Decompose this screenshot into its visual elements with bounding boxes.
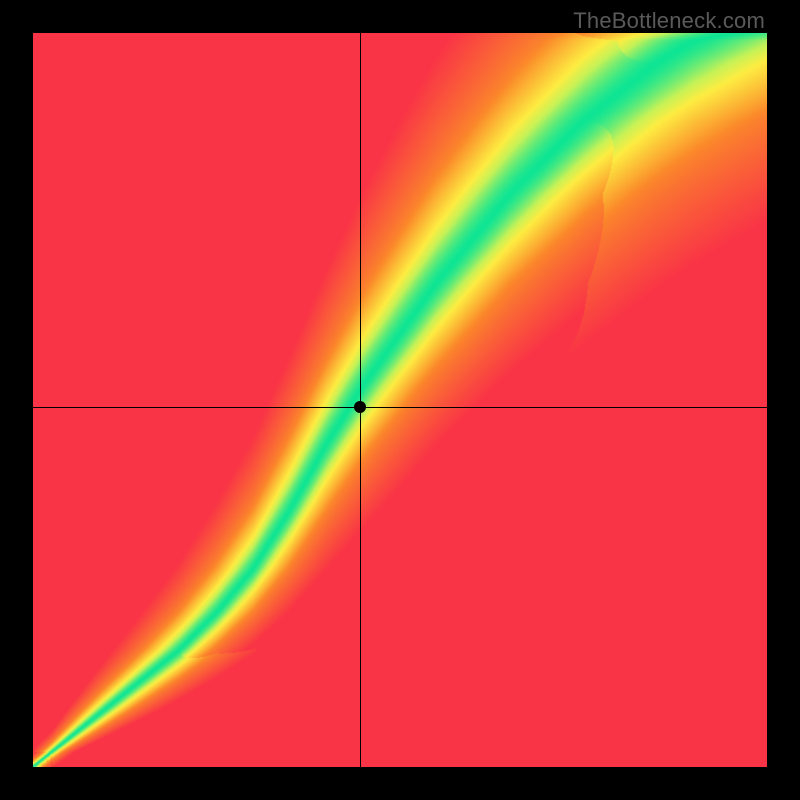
heatmap-canvas — [33, 33, 767, 767]
chart-container: TheBottleneck.com — [0, 0, 800, 800]
plot-area — [33, 33, 767, 767]
crosshair-horizontal — [33, 407, 767, 408]
watermark-text: TheBottleneck.com — [573, 8, 765, 34]
crosshair-vertical — [360, 33, 361, 767]
marker-point — [354, 401, 366, 413]
